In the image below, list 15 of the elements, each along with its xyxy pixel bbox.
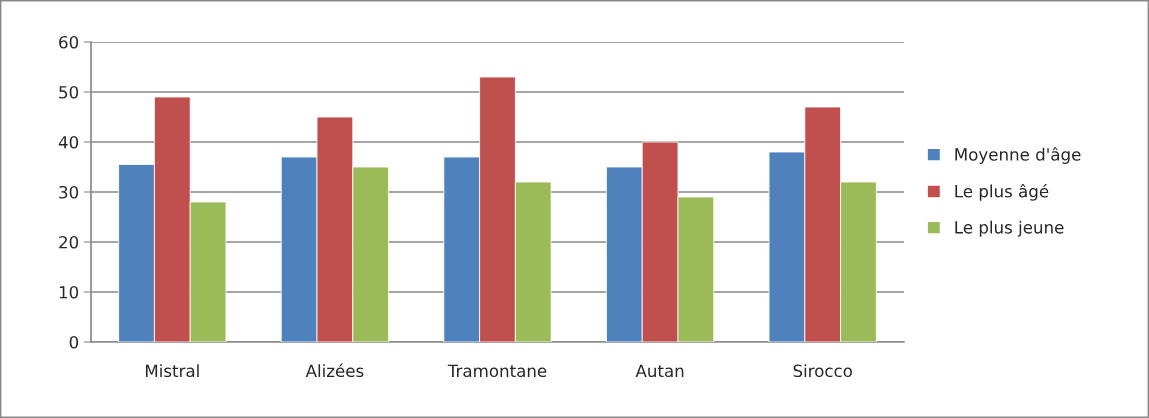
x-tick-label: Autan xyxy=(635,364,684,378)
x-tick-label: Alizées xyxy=(305,363,364,378)
y-tick-label: 50 xyxy=(59,85,79,99)
y-tick-label: 20 xyxy=(59,235,79,249)
x-tick-label: Tramontane xyxy=(447,364,547,378)
y-tick-label: 0 xyxy=(69,335,79,349)
y-tick-label: 60 xyxy=(59,35,79,49)
y-tick-label: 40 xyxy=(58,135,79,149)
legend-label: Moyenne d'âge xyxy=(955,147,1081,164)
x-tick-label: Mistral xyxy=(145,364,199,378)
x-tick-label: Sirocco xyxy=(793,364,852,378)
legend-label: Le plus jeune xyxy=(955,220,1064,237)
y-tick-label: 30 xyxy=(59,185,79,199)
y-tick-label: 10 xyxy=(59,285,79,299)
legend-label: Le plus âgé xyxy=(955,183,1049,201)
